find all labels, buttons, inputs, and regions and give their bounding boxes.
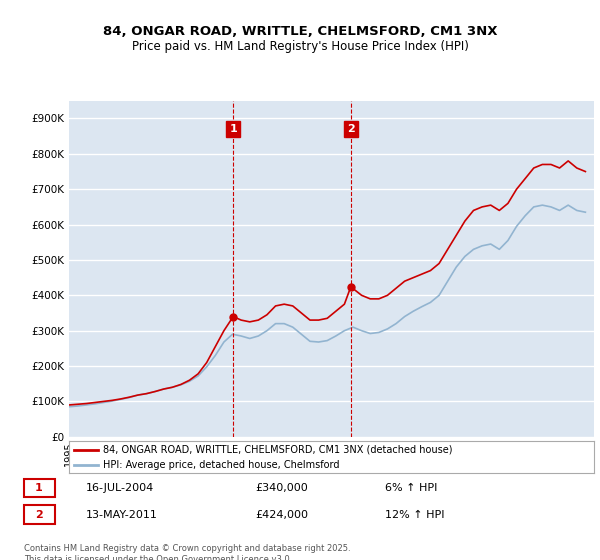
Text: 2: 2 [347,124,355,134]
Text: £340,000: £340,000 [255,483,308,493]
FancyBboxPatch shape [23,505,55,524]
Text: 1: 1 [35,483,43,493]
Text: 13-MAY-2011: 13-MAY-2011 [86,510,158,520]
Text: 1: 1 [229,124,237,134]
Text: £424,000: £424,000 [255,510,308,520]
Text: 84, ONGAR ROAD, WRITTLE, CHELMSFORD, CM1 3NX: 84, ONGAR ROAD, WRITTLE, CHELMSFORD, CM1… [103,25,497,38]
Text: 84, ONGAR ROAD, WRITTLE, CHELMSFORD, CM1 3NX (detached house): 84, ONGAR ROAD, WRITTLE, CHELMSFORD, CM1… [103,445,452,455]
Text: HPI: Average price, detached house, Chelmsford: HPI: Average price, detached house, Chel… [103,460,340,470]
Text: 16-JUL-2004: 16-JUL-2004 [86,483,154,493]
Text: Price paid vs. HM Land Registry's House Price Index (HPI): Price paid vs. HM Land Registry's House … [131,40,469,53]
Text: 12% ↑ HPI: 12% ↑ HPI [385,510,444,520]
Text: Contains HM Land Registry data © Crown copyright and database right 2025.
This d: Contains HM Land Registry data © Crown c… [24,544,350,560]
Text: 6% ↑ HPI: 6% ↑ HPI [385,483,437,493]
FancyBboxPatch shape [23,479,55,497]
Text: 2: 2 [35,510,43,520]
